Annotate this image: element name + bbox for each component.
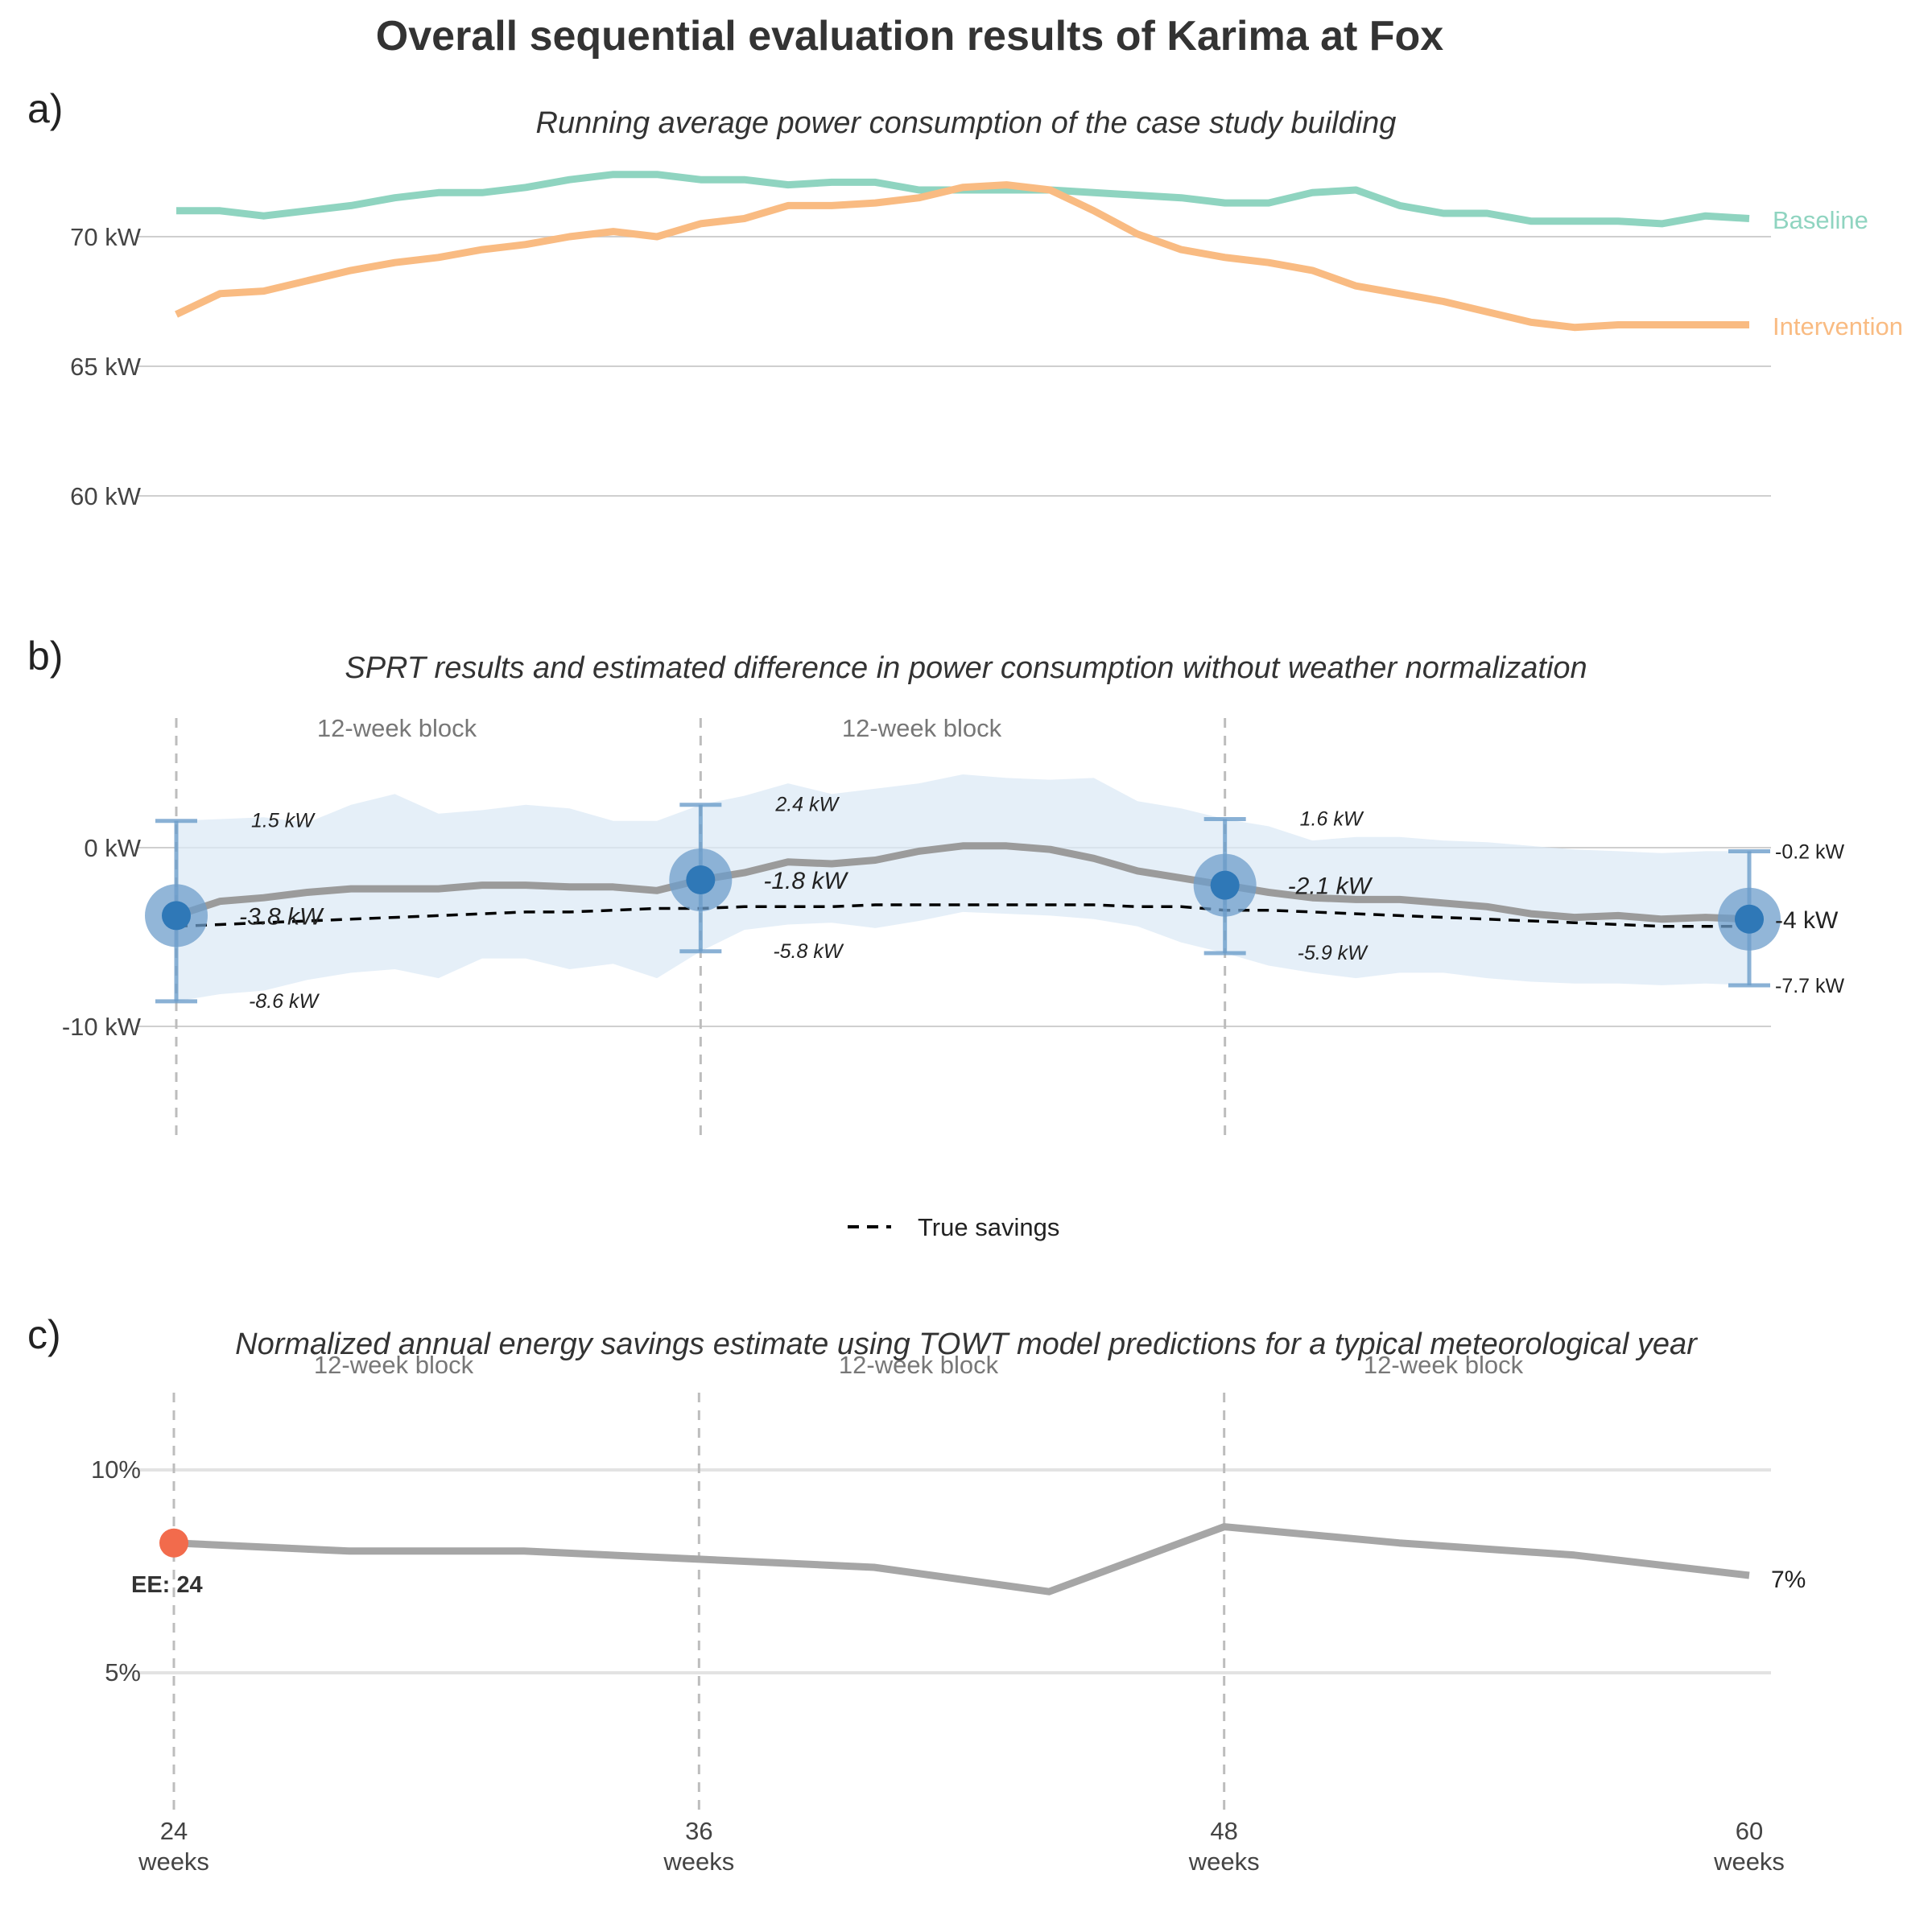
series-label-intervention: Intervention <box>1773 312 1903 341</box>
checkpoint-point-24 <box>162 901 191 931</box>
estimate-label-60: -4 kW <box>1775 907 1839 934</box>
checkpoint-60: -0.2 kW -7.7 kW -4 kW <box>1718 840 1845 997</box>
panel-b-plot: 1.5 kW -8.6 kW -3.8 kW 2.4 kW -5.8 kW -1.8 kW… <box>145 718 1845 1135</box>
true-savings-line <box>175 903 1749 928</box>
panel-a-subtitle: Running average power consumption of the… <box>536 106 1397 140</box>
lower-ci-label-48: -5.9 kW <box>1298 942 1369 964</box>
ee-label: EE: 24 <box>131 1572 203 1598</box>
panel-c-plot <box>159 1393 1750 1815</box>
checkpoint-36: 2.4 kW -5.8 kW -1.8 kW <box>669 794 848 963</box>
panel-b-ytick-minus10: -10 kW <box>62 1013 142 1041</box>
panel-b-ytick-0: 0 kW <box>84 834 141 862</box>
checkpoint-point-48 <box>1210 870 1240 900</box>
estimate-label-24: -3.8 kW <box>239 903 324 930</box>
panel-c-ytick-10: 10% <box>91 1455 141 1484</box>
checkpoint-24: 1.5 kW -8.6 kW -3.8 kW <box>145 810 324 1013</box>
legend-true-savings-label: True savings <box>918 1213 1059 1241</box>
panel-c-block-label-1: 12-week block <box>314 1351 474 1379</box>
panel-c-end-label: 7% <box>1771 1567 1806 1593</box>
panel-c-ytick-5: 5% <box>105 1658 141 1686</box>
checkpoint-point-60 <box>1735 904 1764 934</box>
panel-a-letter: a) <box>27 86 63 131</box>
checkpoint-point-36 <box>686 865 716 894</box>
estimate-line <box>175 842 1750 923</box>
x-tick-36: 36 <box>685 1817 712 1845</box>
legend: True savings <box>848 1213 1059 1241</box>
lower-ci-label-24: -8.6 kW <box>249 990 320 1013</box>
series-line-intervention <box>175 181 1749 332</box>
panel-c-gridlines <box>138 1468 1771 1674</box>
panel-a-ytick-60: 60 kW <box>70 482 142 510</box>
panel-c: c) Normalized annual energy savings esti… <box>27 1312 1806 1876</box>
checkpoint-48: 1.6 kW -5.9 kW -2.1 kW <box>1193 807 1373 964</box>
panel-b: b) SPRT results and estimated difference… <box>27 634 1845 1241</box>
panel-c-block-label-2: 12-week block <box>839 1351 999 1379</box>
series-label-baseline: Baseline <box>1773 206 1868 234</box>
x-tick-unit-60: weeks <box>1713 1847 1785 1876</box>
x-tick-unit-36: weeks <box>663 1847 734 1876</box>
confidence-band <box>176 774 1749 1001</box>
panel-a-ytick-65: 65 kW <box>70 353 142 381</box>
panel-b-subtitle: SPRT results and estimated difference in… <box>345 651 1587 685</box>
upper-ci-label-60: -0.2 kW <box>1775 840 1845 863</box>
panel-c-block-label-3: 12-week block <box>1364 1351 1524 1379</box>
ee-point <box>159 1528 188 1558</box>
panel-c-subtitle: Normalized annual energy savings estimat… <box>235 1327 1698 1361</box>
estimate-label-36: -1.8 kW <box>763 868 848 894</box>
panel-b-letter: b) <box>27 634 63 679</box>
lower-ci-label-60: -7.7 kW <box>1775 975 1845 997</box>
upper-ci-label-24: 1.5 kW <box>251 810 316 832</box>
panel-a-ytick-70: 70 kW <box>70 223 142 251</box>
panel-a-gridlines <box>138 236 1771 497</box>
panel-c-letter: c) <box>27 1312 61 1357</box>
lower-ci-label-36: -5.8 kW <box>773 940 844 963</box>
savings-line <box>173 1523 1750 1596</box>
panel-a: a) Running average power consumption of … <box>27 86 1903 510</box>
upper-ci-label-36: 2.4 kW <box>774 794 840 816</box>
x-tick-24: 24 <box>160 1817 188 1845</box>
panel-b-block-label-2: 12-week block <box>842 714 1002 742</box>
x-tick-48: 48 <box>1210 1817 1237 1845</box>
panel-b-block-label-1: 12-week block <box>317 714 477 742</box>
x-tick-60: 60 <box>1736 1817 1763 1845</box>
upper-ci-label-48: 1.6 kW <box>1300 807 1364 830</box>
x-tick-unit-24: weeks <box>138 1847 209 1876</box>
chart-title: Overall sequential evaluation results of… <box>376 13 1444 60</box>
panel-a-lines <box>175 171 1750 332</box>
x-tick-unit-48: weeks <box>1188 1847 1260 1876</box>
series-line-baseline <box>176 171 1750 228</box>
estimate-label-48: -2.1 kW <box>1288 873 1373 900</box>
